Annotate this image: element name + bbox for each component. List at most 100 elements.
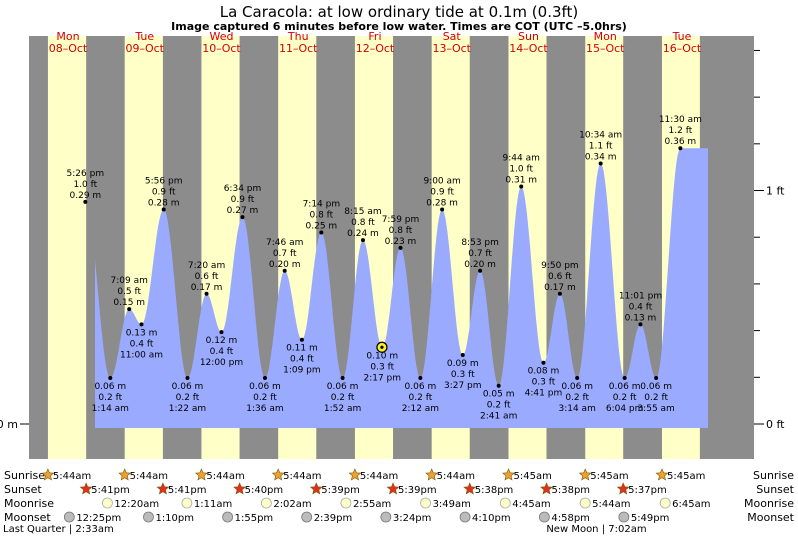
tide-time-8: 6:34 pm (224, 184, 262, 194)
tide-m-9: 0.06 m (249, 382, 281, 392)
tide-point-18 (440, 207, 445, 212)
tide-m-21: 0.05 m (483, 390, 515, 400)
sunrise-time-5: 5:44am (437, 471, 475, 482)
tide-point-25 (575, 376, 580, 381)
tide-ft-6: 0.6 ft (195, 272, 219, 282)
tide-m-20: 0.20 m (464, 260, 496, 270)
sunset-icon-4 (386, 482, 400, 495)
moonrise-time-2: 2:02am (273, 499, 311, 510)
sunrise-icon-2 (194, 468, 208, 481)
tide-time-5: 1:22 am (169, 404, 206, 414)
day-label-date-5: 13–Oct (432, 42, 471, 55)
tide-ft-0: 1.0 ft (73, 180, 97, 190)
current-tide-center (380, 345, 384, 349)
tide-ft-10: 0.7 ft (273, 249, 297, 259)
tide-time-21: 2:41 am (480, 412, 517, 422)
sunrise-time-0: 5:44am (53, 471, 91, 482)
tide-m-8: 0.27 m (227, 206, 259, 216)
tide-point-1 (108, 376, 113, 381)
tide-m-16: 0.23 m (385, 237, 417, 247)
tide-point-0 (83, 199, 88, 204)
tide-ft-22: 1.0 ft (509, 165, 533, 175)
moonset-time-6: 4:58pm (551, 513, 590, 524)
sunrise-icon-8 (655, 468, 669, 481)
tide-point-2 (127, 307, 132, 312)
day-label-date-4: 12–Oct (356, 42, 395, 55)
moonrise-time-5: 4:45am (512, 499, 550, 510)
moonrise-time-6: 5:44am (592, 499, 630, 510)
day-label-date-0: 08–Oct (49, 42, 88, 55)
tide-time-15: 2:17 pm (363, 373, 401, 383)
day-label-dow-2: Wed (209, 30, 233, 43)
tide-m-13: 0.06 m (327, 382, 359, 392)
moonset-icon-5 (459, 511, 471, 523)
tide-point-3 (139, 322, 144, 327)
moonset-icon-0 (63, 511, 75, 523)
tide-time-25: 3:14 am (558, 404, 595, 414)
tide-time-28: 11:01 pm (619, 291, 662, 301)
moonset-time-4: 3:24pm (393, 513, 432, 524)
tide-point-28 (638, 322, 643, 327)
tide-ft-9: 0.2 ft (253, 393, 277, 403)
tide-time-17: 2:12 am (402, 404, 439, 414)
tide-time-20: 8:53 pm (461, 238, 499, 248)
tide-ft-24: 0.6 ft (548, 272, 572, 282)
tide-point-26 (598, 161, 603, 166)
sunset-time-3: 5:39pm (321, 485, 360, 496)
row-label-right-sunset: Sunset (756, 483, 794, 496)
moon-phase-1: New Moon | 7:02am (546, 524, 646, 535)
tide-time-1: 1:14 am (92, 404, 129, 414)
tide-time-10: 7:46 am (266, 238, 303, 248)
tide-ft-19: 0.3 ft (451, 370, 475, 380)
right-tick-label-0: 0 ft (766, 418, 785, 431)
left-tick-label-0: 0.0 m (0, 418, 18, 431)
tide-m-23: 0.08 m (528, 367, 560, 377)
chart-title: La Caracola: at low ordinary tide at 0.1… (220, 3, 579, 21)
tide-point-12 (319, 230, 324, 235)
tide-ft-30: 1.2 ft (669, 126, 693, 136)
day-label-dow-6: Sun (518, 30, 539, 43)
sunrise-time-6: 5:45am (513, 471, 551, 482)
moonrise-icon-6 (579, 497, 591, 509)
moonset-time-7: 5:49pm (631, 513, 670, 524)
row-label-right-sunrise: Sunrise (753, 469, 794, 482)
tide-point-13 (340, 376, 345, 381)
chart-subtitle: Image captured 6 minutes before low wate… (171, 20, 627, 33)
tide-point-8 (240, 215, 245, 220)
tide-time-12: 7:14 pm (303, 200, 341, 210)
tide-point-10 (282, 268, 287, 273)
sunset-time-1: 5:41pm (168, 485, 207, 496)
day-label-date-2: 10–Oct (202, 42, 241, 55)
tide-m-10: 0.20 m (269, 260, 301, 270)
tide-time-6: 7:20 am (188, 261, 225, 271)
tide-ft-14: 0.8 ft (351, 218, 375, 228)
tide-m-5: 0.06 m (172, 382, 204, 392)
tide-time-2: 7:09 am (111, 276, 148, 286)
tide-m-7: 0.12 m (206, 336, 238, 346)
day-label-dow-1: Tue (134, 30, 154, 43)
tide-ft-7: 0.4 ft (210, 347, 234, 357)
tide-m-24: 0.17 m (544, 283, 576, 293)
moonrise-time-1: 1:11am (194, 499, 232, 510)
tide-ft-1: 0.2 ft (98, 393, 122, 403)
tide-m-11: 0.11 m (286, 344, 318, 354)
tide-ft-17: 0.2 ft (409, 393, 433, 403)
moon-phase-0: Last Quarter | 2:33am (3, 524, 114, 535)
sunset-icon-6 (540, 482, 553, 495)
sunrise-icon-4 (348, 468, 362, 481)
tide-time-30: 11:30 am (659, 115, 702, 125)
tide-m-18: 0.28 m (426, 199, 458, 209)
sunset-icon-0 (79, 482, 93, 495)
tide-time-11: 1:09 pm (283, 366, 321, 376)
tide-m-12: 0.25 m (306, 222, 338, 232)
day-label-date-1: 09–Oct (125, 42, 164, 55)
tide-time-0: 5:26 pm (67, 169, 105, 179)
sunrise-icon-1 (118, 468, 132, 481)
tide-m-22: 0.31 m (505, 176, 537, 186)
tide-ft-18: 0.9 ft (430, 188, 454, 198)
tide-m-6: 0.17 m (191, 283, 223, 293)
tide-time-9: 1:36 am (246, 404, 283, 414)
